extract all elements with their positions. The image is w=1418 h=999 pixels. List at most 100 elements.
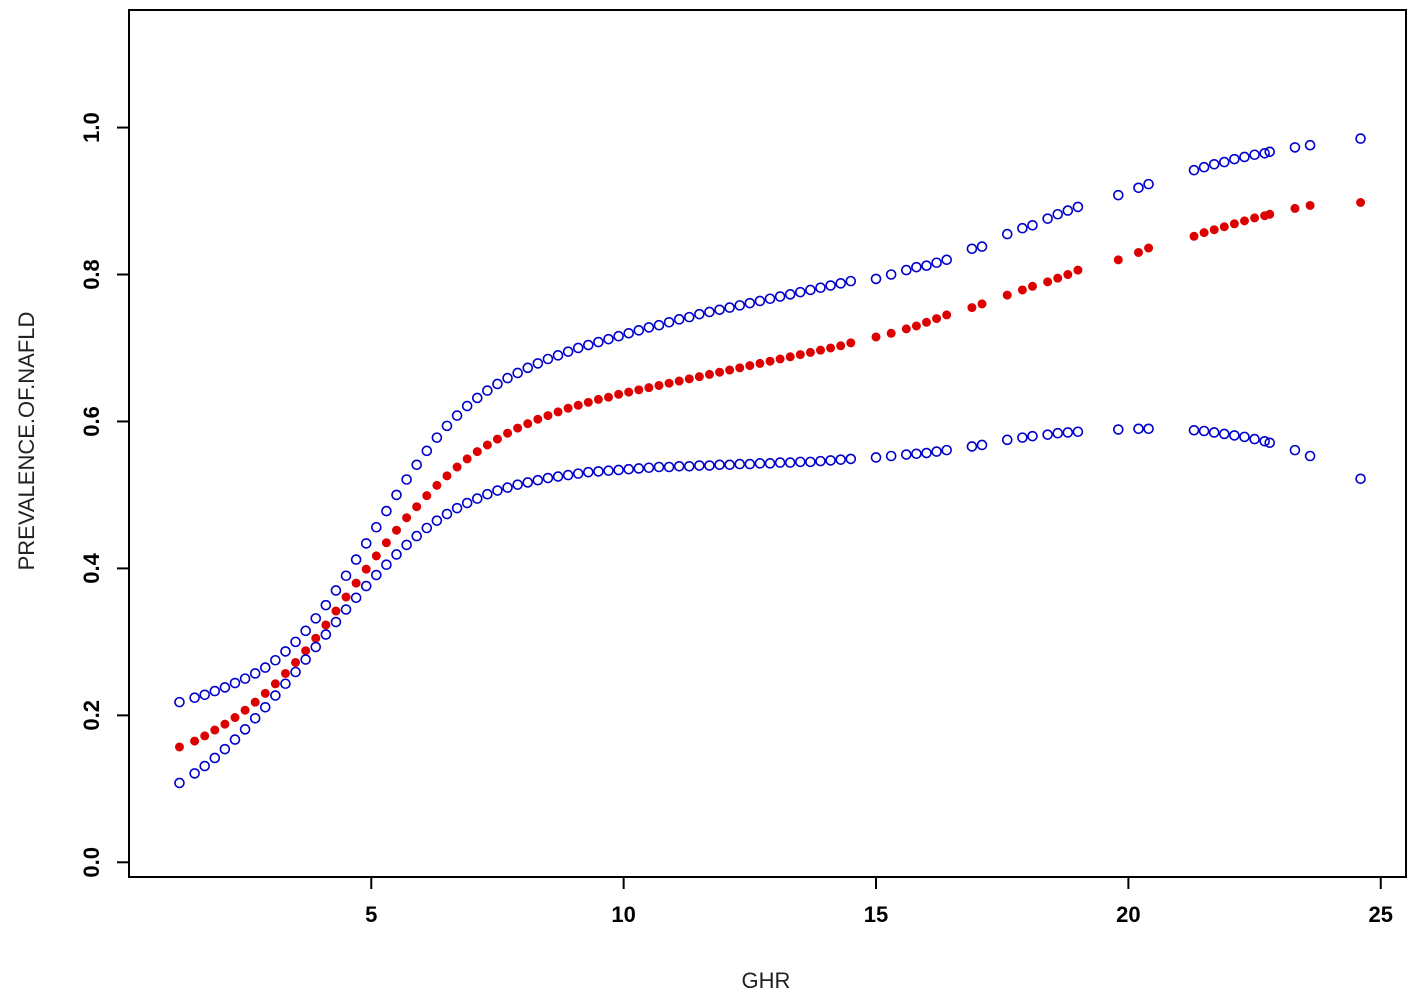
- data-point: [1188, 164, 1200, 176]
- data-point: [361, 564, 371, 574]
- data-point: [229, 734, 241, 745]
- data-point: [1304, 450, 1316, 462]
- data-point: [1133, 247, 1143, 257]
- data-point: [715, 367, 725, 377]
- data-point: [1264, 146, 1276, 158]
- data-point: [633, 325, 645, 336]
- data-point: [290, 636, 301, 648]
- data-point: [270, 654, 281, 666]
- data-point: [513, 423, 523, 433]
- data-point: [664, 378, 674, 388]
- data-point: [371, 569, 382, 581]
- data-point: [1259, 435, 1270, 447]
- data-point: [921, 447, 932, 459]
- data-point: [623, 463, 634, 475]
- data-point: [815, 455, 826, 467]
- data-point: [1052, 427, 1064, 439]
- data-point: [260, 688, 270, 698]
- data-point: [623, 327, 634, 339]
- data-point: [200, 731, 210, 741]
- data-point: [199, 760, 211, 772]
- data-point: [381, 538, 391, 548]
- data-point: [330, 585, 342, 596]
- data-point: [815, 345, 825, 355]
- data-point: [523, 419, 533, 429]
- series-upper: [174, 133, 1366, 708]
- data-point: [270, 679, 280, 689]
- y-tick-label: 1.0: [79, 112, 104, 143]
- data-point: [411, 459, 423, 471]
- data-point: [744, 297, 756, 309]
- data-point: [301, 646, 311, 656]
- data-point: [583, 397, 593, 407]
- data-point: [966, 243, 978, 255]
- data-point: [229, 677, 241, 689]
- data-point: [785, 352, 795, 362]
- data-point: [1249, 149, 1260, 161]
- data-point: [471, 493, 483, 504]
- data-point: [911, 261, 922, 273]
- data-point: [381, 505, 392, 517]
- data-point: [694, 460, 705, 471]
- x-tick-label: 10: [611, 902, 635, 927]
- data-point: [1209, 225, 1219, 235]
- data-point: [1063, 270, 1073, 280]
- data-point: [174, 696, 185, 708]
- data-point: [1208, 158, 1220, 170]
- data-point: [643, 322, 655, 333]
- data-point: [492, 485, 503, 496]
- data-point: [482, 488, 493, 500]
- data-point: [1143, 178, 1154, 190]
- data-point: [624, 387, 634, 397]
- data-point: [401, 474, 412, 485]
- data-point: [290, 666, 301, 678]
- data-point: [603, 333, 614, 345]
- data-point: [230, 713, 240, 723]
- data-point: [441, 420, 453, 432]
- data-point: [1042, 213, 1053, 224]
- data-point: [190, 736, 200, 746]
- data-point: [815, 282, 826, 294]
- data-point: [764, 458, 776, 469]
- data-point: [633, 463, 645, 474]
- data-point: [461, 497, 473, 509]
- data-point: [542, 353, 554, 365]
- data-point: [482, 385, 493, 396]
- data-point: [1249, 433, 1260, 445]
- data-point: [451, 502, 463, 514]
- data-point: [552, 471, 564, 482]
- data-point: [502, 372, 513, 384]
- data-point: [921, 317, 931, 327]
- data-point: [1304, 139, 1316, 151]
- data-point: [1053, 273, 1063, 283]
- data-point: [603, 465, 614, 476]
- y-axis: 0.0 0.2 0.4 0.6 0.8 1.0: [79, 112, 129, 878]
- data-point: [219, 682, 231, 693]
- data-point: [432, 480, 442, 490]
- data-point: [1143, 423, 1154, 435]
- data-point: [1265, 209, 1275, 219]
- data-point: [401, 539, 412, 551]
- data-point: [653, 319, 665, 331]
- data-point: [764, 293, 776, 305]
- data-point: [1001, 434, 1013, 446]
- data-point: [724, 302, 735, 313]
- data-point: [885, 269, 897, 280]
- data-point: [503, 428, 513, 438]
- x-axis-label: GHR: [742, 968, 791, 993]
- data-point: [825, 280, 836, 291]
- data-point: [653, 461, 665, 473]
- data-point: [734, 300, 746, 311]
- data-point: [1356, 198, 1366, 208]
- data-point: [422, 491, 432, 501]
- data-point: [391, 549, 402, 560]
- data-point: [320, 599, 332, 611]
- data-point: [1188, 424, 1200, 436]
- data-point: [1239, 216, 1249, 226]
- data-point: [572, 342, 584, 354]
- data-point: [1264, 437, 1276, 449]
- data-point: [593, 466, 604, 477]
- data-point: [1239, 151, 1250, 163]
- data-point: [911, 321, 921, 331]
- data-point: [330, 616, 342, 628]
